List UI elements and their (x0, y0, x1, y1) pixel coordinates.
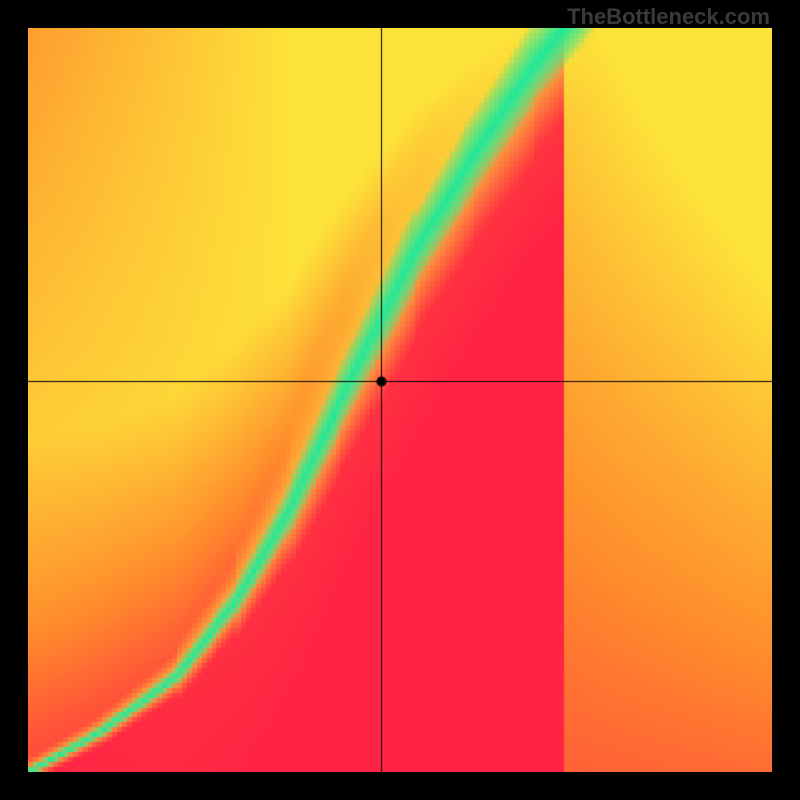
watermark-text: TheBottleneck.com (567, 4, 770, 30)
heatmap-canvas (28, 28, 772, 772)
chart-frame: TheBottleneck.com (0, 0, 800, 800)
